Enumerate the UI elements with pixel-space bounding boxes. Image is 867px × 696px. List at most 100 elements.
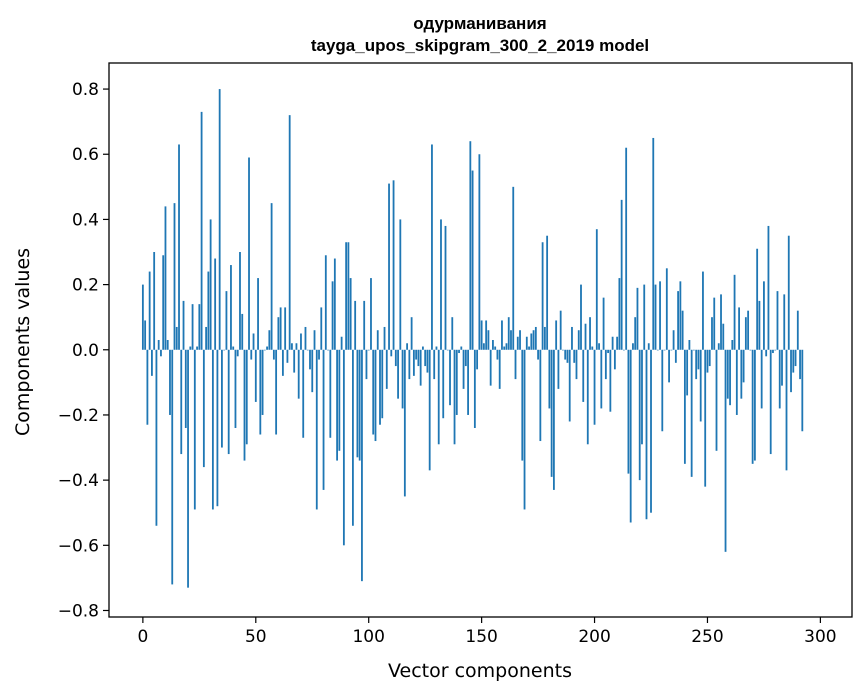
bar-component-131 bbox=[437, 349, 440, 445]
bar-component-35 bbox=[221, 349, 223, 448]
y-tick-label: −0.2 bbox=[58, 406, 99, 426]
bar-component-146 bbox=[471, 170, 474, 350]
bar-component-270 bbox=[751, 349, 754, 464]
bar-component-287 bbox=[790, 349, 792, 393]
bar-component-48 bbox=[250, 349, 253, 360]
bar-component-196 bbox=[584, 323, 587, 350]
bar-component-86 bbox=[336, 349, 338, 461]
bar-component-27 bbox=[202, 349, 205, 468]
bar-component-279 bbox=[772, 349, 774, 354]
bar-component-237 bbox=[677, 291, 680, 350]
bar-component-273 bbox=[758, 300, 761, 350]
bar-component-221 bbox=[641, 349, 643, 445]
bar-component-230 bbox=[661, 349, 664, 432]
bar-component-192 bbox=[575, 349, 578, 380]
bar-component-62 bbox=[281, 349, 284, 376]
bar-component-236 bbox=[674, 349, 677, 363]
bar-component-266 bbox=[742, 349, 745, 383]
bar-component-117 bbox=[406, 343, 409, 350]
bar-component-289 bbox=[794, 349, 797, 367]
bar-component-93 bbox=[352, 349, 354, 526]
bar-component-179 bbox=[546, 235, 549, 350]
bar-component-6 bbox=[155, 349, 158, 526]
chart-title-line2: tayga_upos_skipgram_300_2_2019 model bbox=[311, 36, 649, 55]
bar-component-278 bbox=[769, 349, 772, 455]
bar-component-24 bbox=[196, 346, 198, 350]
bar-component-259 bbox=[726, 349, 729, 399]
bar-component-104 bbox=[376, 330, 379, 350]
bar-component-96 bbox=[358, 349, 361, 461]
bar-component-56 bbox=[268, 330, 271, 350]
bar-component-178 bbox=[543, 326, 546, 350]
bar-component-276 bbox=[765, 349, 768, 357]
bar-component-187 bbox=[564, 349, 567, 360]
bar-component-47 bbox=[248, 157, 250, 350]
bar-component-240 bbox=[683, 349, 686, 464]
bar-component-173 bbox=[532, 330, 535, 350]
bar-component-176 bbox=[539, 349, 542, 442]
bar-component-151 bbox=[482, 343, 485, 350]
bar-component-201 bbox=[595, 229, 598, 350]
bar-component-195 bbox=[582, 349, 585, 402]
bar-component-125 bbox=[424, 349, 427, 367]
bar-component-39 bbox=[230, 265, 232, 350]
bar-component-163 bbox=[510, 330, 512, 350]
y-tick-label: 0.8 bbox=[72, 80, 99, 100]
bar-component-79 bbox=[320, 307, 323, 350]
bar-component-29 bbox=[207, 271, 210, 350]
bar-component-239 bbox=[681, 310, 684, 350]
bar-component-61 bbox=[279, 307, 282, 350]
bar-component-235 bbox=[672, 330, 675, 350]
bar-component-0 bbox=[141, 284, 144, 350]
bar-component-126 bbox=[426, 349, 429, 373]
bar-component-267 bbox=[744, 317, 747, 350]
bar-component-286 bbox=[787, 235, 790, 350]
bar-component-32 bbox=[214, 258, 217, 350]
bar-component-225 bbox=[650, 349, 652, 513]
bar-component-150 bbox=[480, 320, 483, 350]
y-tick-label: −0.4 bbox=[58, 471, 99, 491]
bar-component-124 bbox=[422, 346, 424, 350]
bar-component-251 bbox=[708, 349, 711, 367]
bar-component-64 bbox=[286, 349, 289, 363]
bar-component-268 bbox=[747, 310, 750, 350]
bar-component-137 bbox=[451, 317, 454, 350]
bar-component-242 bbox=[688, 340, 691, 350]
bar-component-181 bbox=[550, 349, 553, 477]
bar-component-49 bbox=[252, 333, 255, 350]
bar-component-13 bbox=[171, 349, 174, 585]
bar-component-241 bbox=[686, 349, 689, 396]
bar-component-190 bbox=[571, 326, 573, 350]
bar-component-161 bbox=[505, 343, 508, 350]
bar-component-283 bbox=[781, 349, 783, 386]
bar-component-119 bbox=[410, 317, 413, 350]
bar-component-256 bbox=[720, 294, 722, 350]
bar-component-274 bbox=[760, 349, 763, 409]
bar-component-8 bbox=[160, 349, 162, 357]
bar-component-88 bbox=[340, 336, 343, 350]
bar-component-220 bbox=[638, 349, 641, 481]
bar-component-158 bbox=[498, 349, 501, 389]
bar-component-281 bbox=[776, 291, 779, 350]
bar-component-77 bbox=[315, 349, 318, 510]
bar-component-143 bbox=[464, 349, 467, 367]
bar-component-3 bbox=[148, 271, 151, 350]
bar-component-147 bbox=[473, 349, 476, 428]
bar-component-254 bbox=[715, 349, 718, 451]
bar-component-171 bbox=[528, 346, 530, 350]
bar-component-209 bbox=[613, 349, 616, 370]
bar-component-15 bbox=[175, 326, 178, 350]
bar-component-84 bbox=[331, 281, 334, 350]
bar-component-51 bbox=[257, 278, 259, 350]
bar-component-65 bbox=[288, 115, 291, 350]
bar-component-73 bbox=[306, 349, 309, 351]
bar-component-248 bbox=[702, 271, 704, 350]
bar-component-261 bbox=[731, 340, 734, 350]
bar-component-20 bbox=[187, 349, 189, 588]
bar-component-132 bbox=[440, 219, 442, 350]
bar-component-102 bbox=[372, 349, 375, 435]
bar-component-112 bbox=[394, 349, 397, 367]
bar-component-75 bbox=[311, 349, 314, 393]
bar-component-275 bbox=[763, 281, 765, 350]
